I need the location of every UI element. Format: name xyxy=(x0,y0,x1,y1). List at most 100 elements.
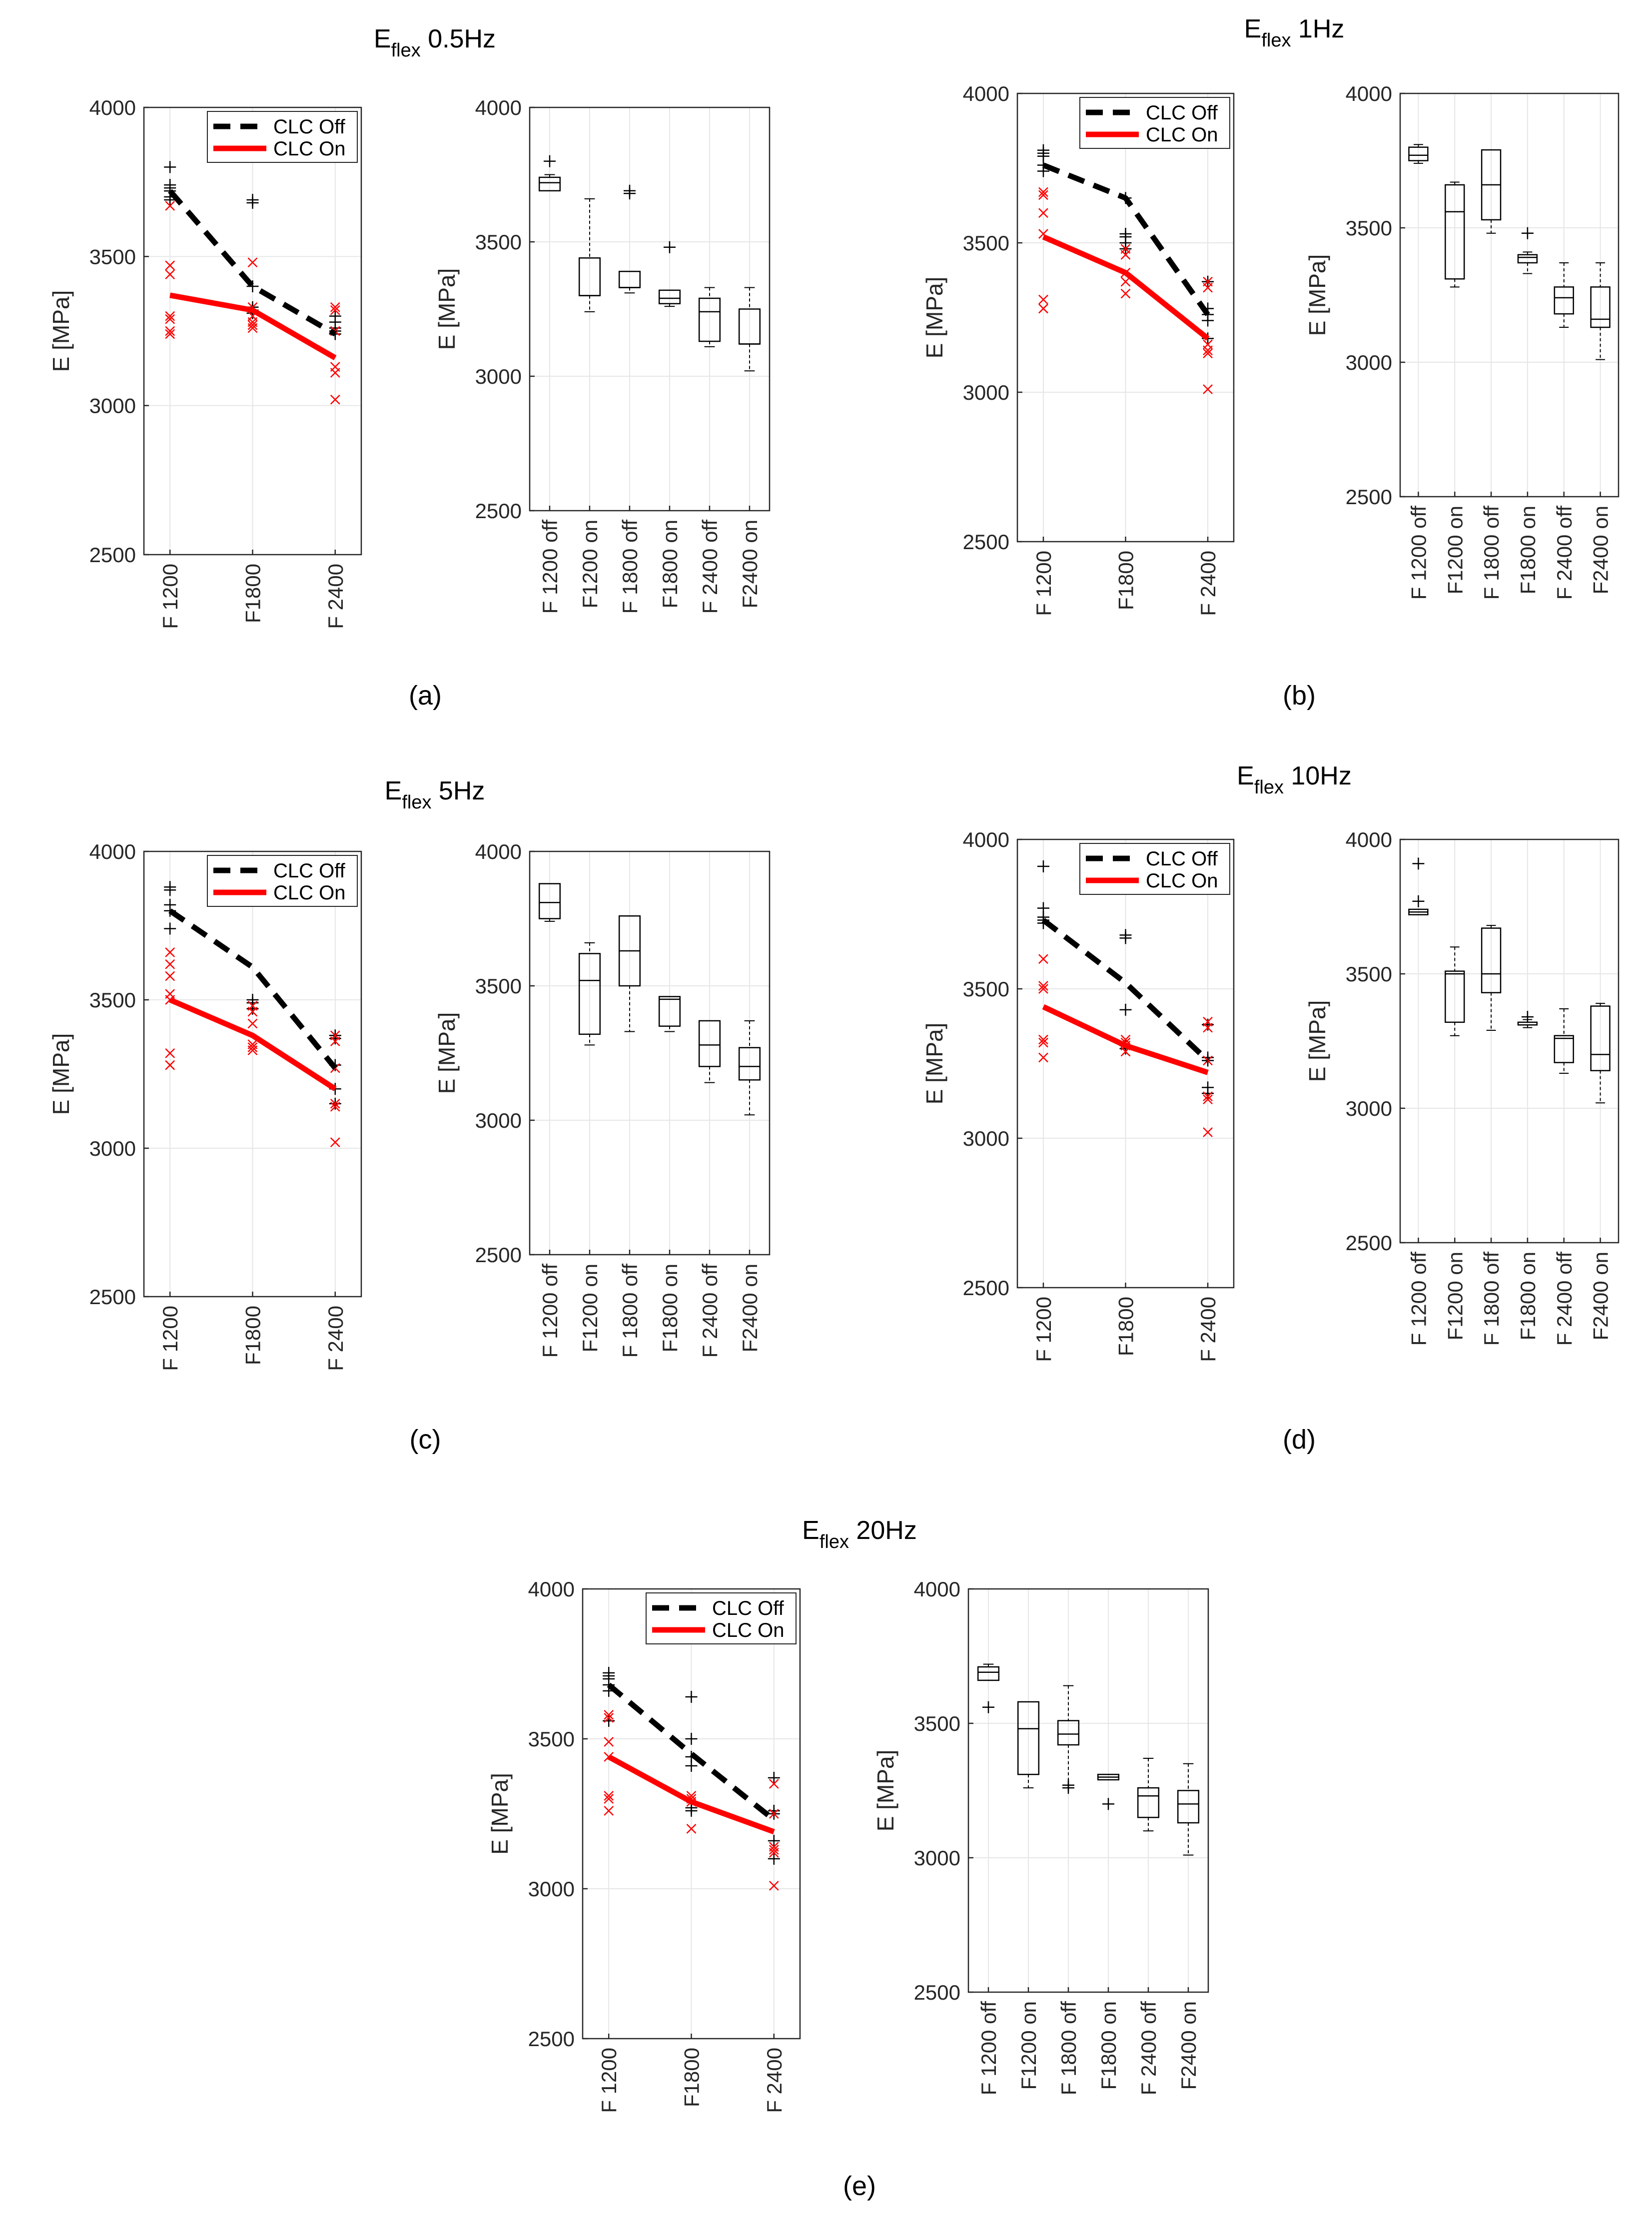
panel-c-line-on-point-1-2 xyxy=(247,1018,258,1029)
panel-e-box-box-5 xyxy=(1177,1763,1200,1856)
panel-d-line-series-clc-off-line xyxy=(1041,918,1210,1063)
panel-e-box-xtick-label-2: F 1800 off xyxy=(1057,2001,1080,2096)
panel-a-title-main: E xyxy=(374,24,391,53)
panel-c-box-xtick-label-4: F 2400 off xyxy=(698,1264,722,1358)
panel-c-box-box-0-iqr xyxy=(538,883,561,919)
panel-b-box-xtick-label-5: F2400 on xyxy=(1589,506,1613,594)
panel-d-line-legend-box xyxy=(1079,843,1230,895)
panel-d-line-ytick-label-2: 3500 xyxy=(963,977,1009,1001)
panel-d-box-ytick-label-1: 3000 xyxy=(1346,1097,1392,1120)
panel-d-box-box-1 xyxy=(1445,946,1465,1036)
panel-b-box-xtick-label-0: F 1200 off xyxy=(1407,506,1430,600)
panel-b-line-ylabel: E [MPa] xyxy=(921,277,947,359)
panel-b-line-xtick-label-2: F 2400 xyxy=(1196,551,1220,616)
panel-d-line-xtick-label-2: F 2400 xyxy=(1196,1297,1220,1362)
panel-e-title-main: E xyxy=(802,1516,820,1545)
panel-d-line-on-point-2-3 xyxy=(1203,1091,1213,1102)
panel-e-title-rest: 20Hz xyxy=(849,1516,917,1545)
panel-d-box-box-0-outlier-1 xyxy=(1412,895,1425,907)
panel-e-line-on-point-2-1 xyxy=(769,1809,779,1819)
panel-c-line-ytick-label-3: 4000 xyxy=(89,840,136,863)
panel-c-box-xtick-label-5: F2400 on xyxy=(738,1264,762,1352)
panel-a-line-on-point-0-1 xyxy=(165,260,175,271)
panel-b-box-box-2 xyxy=(1481,149,1502,234)
panel-e-box-box-4-iqr xyxy=(1137,1787,1160,1818)
panel-a-box-box-0-iqr xyxy=(538,176,561,192)
panel-d-line-off-point-2-4 xyxy=(1202,1087,1214,1100)
panel-e-line-legend-label-1: CLC On xyxy=(712,1619,785,1641)
panel-c-line-ytick-label-1: 3000 xyxy=(89,1137,136,1160)
panel-b-line-on-point-2-3 xyxy=(1203,345,1213,356)
panel-a-line-xtick-label-0: F 1200 xyxy=(158,564,182,629)
panel-e-box-xtick-label-0: F 1200 off xyxy=(977,2001,1000,2096)
panel-a-line-legend-label-0: CLC Off xyxy=(273,116,346,138)
panel-e-line-on-point-0-4 xyxy=(604,1791,614,1801)
panel-e-line-ytick-label-2: 3500 xyxy=(528,1727,575,1751)
panel-e-line-xtick-label-2: F 2400 xyxy=(763,2048,786,2113)
panel-d-box-ytick-label-2: 3500 xyxy=(1346,962,1392,986)
panel-d-box-box-1-iqr xyxy=(1445,970,1465,1023)
panel-a-box-xtick-label-0: F 1200 off xyxy=(538,520,562,614)
panel-a-line-legend-label-1: CLC On xyxy=(273,138,346,160)
panel-a-line-series-clc-off-line xyxy=(168,189,337,337)
panel-d-line-off-point-1-1 xyxy=(1119,932,1132,944)
panel-c-line-on-point-0-0 xyxy=(165,947,175,957)
panel-d-line-on-point-0-4 xyxy=(1038,1037,1048,1048)
panel-b-box-xtick-label-1: F1200 on xyxy=(1443,506,1467,594)
panel-b-line-legend-box xyxy=(1079,97,1230,149)
panel-d-line-on-point-0-0 xyxy=(1038,954,1048,964)
panel-a-line-ytick-label-3: 4000 xyxy=(89,96,136,119)
panel-d-line-legend-label-1: CLC On xyxy=(1146,870,1218,892)
panel-b-box-ytick-label-2: 3500 xyxy=(1346,216,1392,240)
panel-e-box-ytick-label-2: 3500 xyxy=(914,1712,960,1735)
panel-a-box-box-4-iqr xyxy=(698,297,721,342)
panel-c-box-box-2 xyxy=(618,915,641,1032)
panel-a-title-rest: 0.5Hz xyxy=(421,24,496,53)
panel-e-line-on-point-0-6 xyxy=(604,1806,614,1816)
panel-d-box-box-3 xyxy=(1517,1011,1538,1028)
panel-c-line-on-point-2-1 xyxy=(330,1036,340,1047)
panel-c-box-box-1-iqr xyxy=(578,953,601,1035)
panel-b-box-box-3 xyxy=(1517,227,1538,274)
panel-d-line-on-point-0-5 xyxy=(1038,1052,1048,1063)
panel-d-title-main: E xyxy=(1237,761,1254,790)
panel-e-line-ytick-label-0: 2500 xyxy=(528,2027,575,2051)
panel-b-line-ytick-label-0: 2500 xyxy=(963,530,1009,554)
panel-c-line-off-point-2-1 xyxy=(329,1032,341,1045)
panel-a-box-xtick-label-3: F1800 on xyxy=(658,520,682,608)
panel-label-d: (d) xyxy=(1283,1425,1316,1455)
panel-e-title: Eflex 20Hz xyxy=(802,1516,917,1552)
panel-c-box-xtick-label-2: F 1800 off xyxy=(618,1264,642,1358)
panel-c-box-chart: 2500 3000 3500 4000 F 1200 off F1200 on F 1800… xyxy=(434,840,771,1358)
panel-a-line-on-point-1-4 xyxy=(247,320,258,330)
panel-c-line-on-point-2-5 xyxy=(330,1137,340,1148)
panel-a-line-on-point-2-4 xyxy=(330,368,340,378)
panel-e-line-off-point-2-4 xyxy=(768,1853,780,1865)
panel-b-line-chart: 2500 3000 3500 4000 F 1200 F1800 F 2400 E [MPa]… xyxy=(921,82,1235,616)
panel-e-line-legend-label-0: CLC Off xyxy=(712,1597,785,1619)
panel-e-box-box-2-outlier-1 xyxy=(1062,1782,1074,1794)
panel-e-line-ytick-label-1: 3000 xyxy=(528,1877,575,1901)
panel-label-b: (b) xyxy=(1283,681,1316,711)
panel-a-box-ytick-label-0: 2500 xyxy=(475,499,522,523)
panel-b-title-sub: flex xyxy=(1261,30,1291,51)
panel-d-line-off-point-2-0 xyxy=(1202,1018,1214,1031)
panel-a-box-box-3-outlier-0 xyxy=(664,241,676,253)
panel-e-line-on-point-2-0 xyxy=(769,1779,779,1789)
panel-b-line-on-point-0-2 xyxy=(1038,208,1048,218)
panel-c-title-sub: flex xyxy=(402,792,431,813)
panel-e-box-box-3-outlier-0 xyxy=(1102,1798,1114,1810)
panel-c-line-on-point-1-5 xyxy=(247,1045,258,1055)
panel-b-box-box-5 xyxy=(1590,262,1611,360)
panel-e-line-off-point-1-1 xyxy=(685,1733,698,1745)
panel-b-line-ytick-label-2: 3500 xyxy=(963,231,1009,255)
panel-label-c: (c) xyxy=(410,1425,441,1455)
panel-b-line-on-point-2-1 xyxy=(1203,282,1213,293)
panel-d-line-xtick-label-0: F 1200 xyxy=(1032,1297,1055,1362)
panel-a-box-xtick-label-4: F 2400 off xyxy=(698,520,722,614)
panel-b-box-ytick-label-1: 3000 xyxy=(1346,351,1392,374)
panel-c-line-legend-box xyxy=(207,855,358,907)
panel-e-box-box-0-iqr xyxy=(977,1666,1000,1681)
panel-d-box-box-0 xyxy=(1408,857,1429,915)
